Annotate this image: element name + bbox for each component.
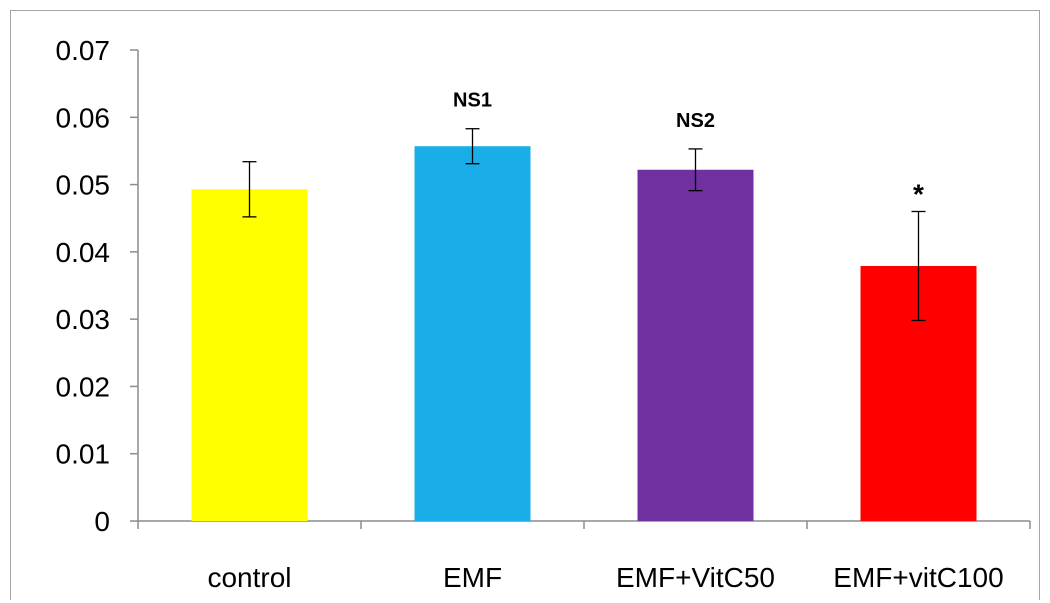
y-tick-label: 0.03 — [56, 304, 111, 335]
bar-emf-vitc50 — [637, 169, 754, 522]
significance-label: * — [913, 178, 924, 209]
y-tick-label: 0.02 — [56, 371, 111, 402]
y-tick-label: 0.07 — [56, 35, 111, 66]
category-label: EMF — [443, 562, 502, 593]
y-tick-label: 0 — [94, 506, 110, 537]
category-label: control — [207, 562, 291, 593]
significance-label: NS2 — [676, 110, 715, 132]
significance-label: NS1 — [453, 90, 492, 112]
chart-frame — [10, 10, 1040, 600]
bar-control — [191, 189, 308, 521]
y-tick-label: 0.04 — [56, 237, 111, 268]
bar-emf — [414, 146, 531, 521]
y-tick-label: 0.01 — [56, 439, 111, 470]
category-label: EMF+vitC100 — [833, 562, 1003, 593]
y-tick-label: 0.06 — [56, 102, 111, 133]
category-label: EMF+VitC50 — [616, 562, 775, 593]
y-tick-label: 0.05 — [56, 170, 111, 201]
